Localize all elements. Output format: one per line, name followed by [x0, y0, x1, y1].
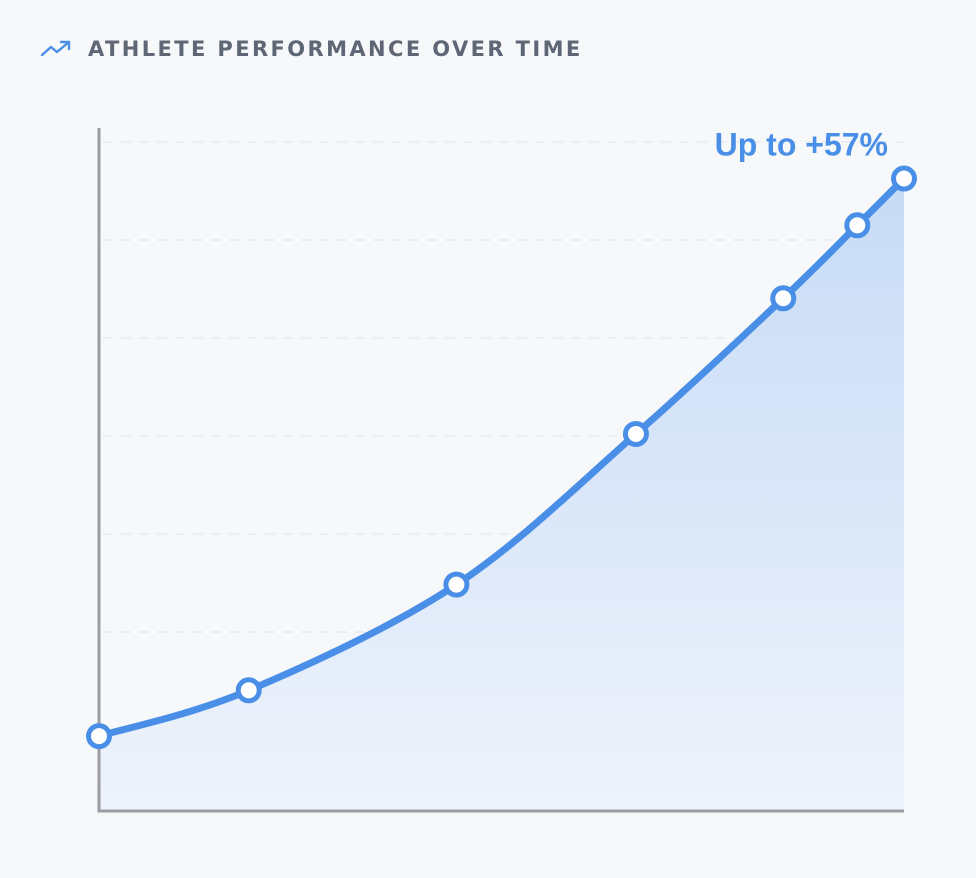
data-point [235, 677, 262, 704]
data-point [770, 285, 797, 312]
data-point [891, 165, 917, 192]
data-points [86, 165, 917, 750]
area-fill [99, 178, 904, 811]
growth-annotation: Up to +57% [715, 127, 888, 163]
chart-title: ATHLETE PERFORMANCE OVER TIME [88, 37, 583, 61]
trending-up-icon [40, 39, 72, 59]
data-point [86, 723, 112, 750]
data-point [844, 212, 871, 239]
data-point [622, 420, 649, 447]
data-point [443, 571, 470, 598]
chart-header: ATHLETE PERFORMANCE OVER TIME [40, 33, 583, 65]
